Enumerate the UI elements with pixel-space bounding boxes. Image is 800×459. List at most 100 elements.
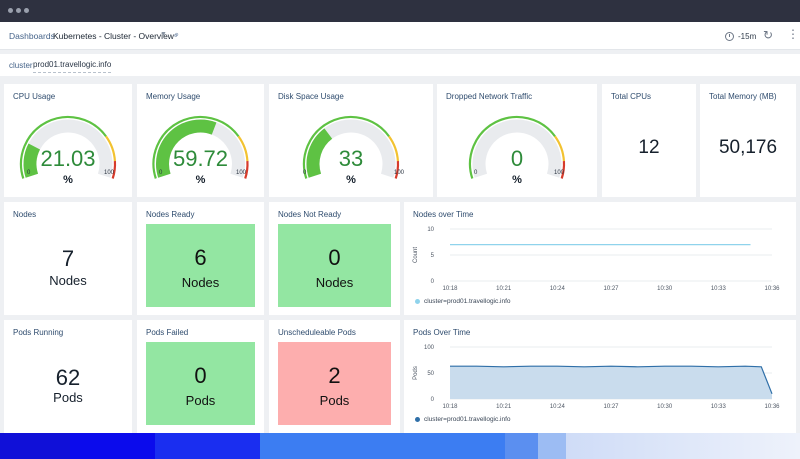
gauge-max-label: 100 [554,170,565,176]
x-tick-label: 10:33 [711,286,727,292]
dropped-traffic-gauge [468,115,566,179]
stat-unit: Pods [319,393,350,408]
gauge-threshold-warn [388,135,400,162]
y-axis-label: Count [413,247,419,263]
gauge-max-label: 100 [236,170,247,176]
filter-key-label: cluster [9,61,33,70]
refresh-icon[interactable]: ↻ [763,28,774,42]
chart-legend[interactable]: cluster=prod01.travellogic.info [415,416,511,423]
stat-value: 0 [194,363,207,388]
series-line [450,365,773,395]
strip-segment [538,433,566,459]
gauge-fill [23,143,41,178]
gauge-value: 21.03 [40,146,96,171]
window-dot-icon[interactable] [16,8,21,13]
total-memory-panel: Total Memory (MB) 50,176 [700,84,796,197]
gauge-fill [156,119,217,178]
stat-unit: Nodes [181,275,220,290]
breadcrumb-current-dashboard[interactable]: Kubernetes - Cluster - Overview [53,31,174,41]
more-vertical-icon[interactable]: ⋮ [787,27,799,41]
y-tick-label: 100 [424,345,435,351]
stat-value: 62 [55,365,81,390]
window-titlebar [0,0,800,22]
x-tick-label: 10:21 [496,286,512,292]
nodes-over-time-panel: Nodes over Time 0 5 10 10:18 10:21 10:24 10:27… [404,202,796,315]
pods-running-panel: Pods Running 62 Pods [4,320,132,433]
gauge-threshold-ok [152,115,240,179]
x-tick-label: 10:33 [711,404,727,410]
x-tick-label: 10:30 [657,286,673,292]
gauge-threshold-danger [394,160,400,179]
gauge-value: 59.72 [172,146,229,171]
stat-value: 0 [328,245,341,270]
legend-label: cluster=prod01.travellogic.info [424,416,511,423]
y-tick-label: 0 [431,397,435,403]
panel-title: Nodes over Time [413,210,474,219]
panel-title: Nodes Ready [146,210,195,219]
cluster-filter-dropdown[interactable]: prod01.travellogic.info [33,60,112,73]
gauge-threshold-warn [105,135,117,162]
y-tick-label: 10 [427,227,434,233]
window-dot-icon[interactable] [8,8,13,13]
gauge-threshold-danger [111,160,117,179]
cpu-usage-gauge [19,115,117,179]
panel-title: CPU Usage [13,92,56,101]
gauge-threshold-warn [554,135,566,162]
panel-title: Pods Over Time [413,328,471,337]
decorative-gradient-strip [0,433,800,459]
panel-title: Unscheduleable Pods [278,328,356,337]
gauge-unit: % [512,174,522,186]
x-tick-label: 10:27 [603,286,619,292]
strip-segment [0,433,70,459]
strip-segment [70,433,155,459]
status-tile: 0 Pods [146,342,255,425]
y-tick-label: 50 [427,371,434,377]
legend-swatch [415,298,420,304]
x-tick-label: 10:36 [764,404,780,410]
stat-value: 12 [638,137,660,158]
gauge-min-label: 0 [27,170,31,176]
stat-value: 6 [194,245,207,270]
gauge-track [472,119,562,178]
chart-legend[interactable]: cluster=prod01.travellogic.info [415,298,511,305]
stat-unit: Pods [185,393,216,408]
stat-value: 2 [328,363,341,388]
breadcrumb-dashboards[interactable]: Dashboards [9,31,55,41]
y-axis-label: Pods [413,366,419,380]
gauge-threshold-ok [19,115,107,179]
gauge-unit: % [63,174,73,186]
x-tick-label: 10:30 [657,404,673,410]
y-tick-label: 5 [431,253,435,259]
y-tick-label: 0 [431,279,435,285]
panel-title: Pods Running [13,328,64,337]
pods-over-time-panel: Pods Over Time 0 50 100 10:18 10:21 10:24 10:2… [404,320,796,433]
legend-label: cluster=prod01.travellogic.info [424,298,511,305]
stat-unit: Nodes [49,273,87,288]
stat-value: 7 [61,246,75,271]
panel-title: Nodes Not Ready [278,210,342,219]
nodes-ready-panel: Nodes Ready 6 Nodes [137,202,264,315]
nodes-panel: Nodes 7 Nodes [4,202,132,315]
clock-icon[interactable] [725,32,734,41]
status-tile: 6 Nodes [146,224,255,307]
cpu-usage-panel: CPU Usage 0 100 21.03 % [4,84,132,197]
gauge-threshold-warn [237,135,249,162]
gauge-threshold-danger [244,160,249,179]
disk-space-usage-panel: Disk Space Usage 0 100 33 % [269,84,433,197]
stat-unit: Nodes [315,275,354,290]
window-dot-icon[interactable] [24,8,29,13]
nodes-not-ready-panel: Nodes Not Ready 0 Nodes [269,202,400,315]
x-tick-label: 10:24 [550,286,566,292]
strip-segment [566,433,800,459]
gauge-min-label: 0 [474,170,478,176]
stat-unit: Pods [53,390,83,405]
x-tick-label: 10:21 [496,404,512,410]
x-tick-label: 10:18 [442,286,458,292]
gauge-unit: % [346,174,356,186]
time-range-picker[interactable]: -15m [738,32,757,41]
gauge-threshold-ok [468,115,556,179]
chevron-down-icon[interactable]: ▼ [160,31,167,38]
pods-over-time-chart: 0 50 100 10:18 10:21 10:24 10:27 10:30 10:33 10:3… [413,345,780,410]
series-area [450,366,772,399]
unschedulable-pods-panel: Unscheduleable Pods 2 Pods [269,320,400,433]
